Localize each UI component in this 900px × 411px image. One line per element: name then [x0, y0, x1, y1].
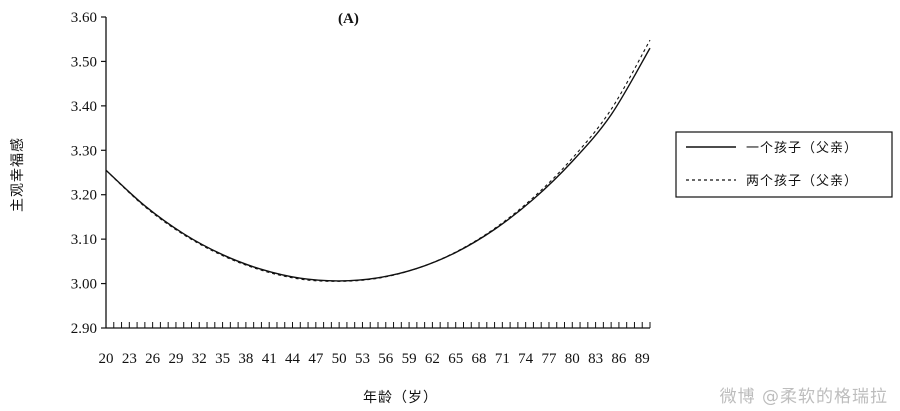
x-axis: 20 23 26 29 32 35 38 41 44 47 50 53 56 59 62 65 68 71 74 77…: [99, 322, 651, 367]
x-tick-label: 23: [122, 351, 137, 367]
x-tick-label: 47: [308, 351, 324, 367]
x-tick-label: 20: [99, 351, 114, 367]
series-one-child-line: [105, 47, 651, 282]
x-tick-label: 80: [565, 351, 580, 367]
legend-label-one-child: 一个孩子（父亲）: [746, 141, 858, 156]
x-tick-label: 89: [635, 351, 650, 367]
x-tick-label: 74: [518, 351, 534, 367]
y-tick-label: 2.90: [71, 321, 97, 337]
y-tick-label: 3.30: [71, 143, 97, 159]
legend-label-two-children: 两个孩子（父亲）: [746, 174, 858, 189]
y-tick-label: 3.50: [71, 54, 97, 70]
x-tick-label: 38: [238, 351, 253, 367]
x-tick-label: 35: [215, 351, 230, 367]
y-axis: 2.90 3.00 3.10 3.20 3.30 3.40 3.50 3.60: [71, 10, 107, 337]
y-tick-label: 3.60: [71, 10, 97, 26]
x-tick-label: 50: [332, 351, 347, 367]
x-tick-label: 68: [472, 351, 487, 367]
x-tick-label: 71: [495, 351, 510, 367]
x-tick-label: 56: [378, 351, 394, 367]
x-tick-label: 62: [425, 351, 440, 367]
legend: 一个孩子（父亲） 两个孩子（父亲）: [675, 131, 893, 198]
x-tick-label: 44: [285, 351, 301, 367]
series-two-children-line: [105, 39, 651, 282]
y-tick-label: 3.00: [71, 277, 97, 293]
x-tick-label: 41: [262, 351, 277, 367]
x-tick-label: 86: [611, 351, 627, 367]
y-tick-label: 3.40: [71, 99, 97, 115]
legend-box: [675, 131, 893, 198]
x-tick-label: 26: [145, 351, 161, 367]
watermark: 微博 @柔软的格瑞拉: [719, 387, 888, 407]
y-axis-title: 主观幸福感: [9, 137, 26, 212]
x-tick-label: 83: [588, 351, 603, 367]
x-tick-label: 29: [168, 351, 183, 367]
x-tick-label: 77: [541, 351, 557, 367]
x-tick-label: 59: [402, 351, 417, 367]
x-tick-label: 53: [355, 351, 370, 367]
x-axis-title: 年龄（岁）: [363, 390, 438, 406]
x-tick-label: 32: [192, 351, 207, 367]
panel-label: (A): [338, 11, 359, 27]
y-tick-label: 3.10: [71, 232, 97, 248]
y-tick-label: 3.20: [71, 188, 97, 204]
x-tick-label: 65: [448, 351, 463, 367]
series-layer: [105, 39, 651, 282]
